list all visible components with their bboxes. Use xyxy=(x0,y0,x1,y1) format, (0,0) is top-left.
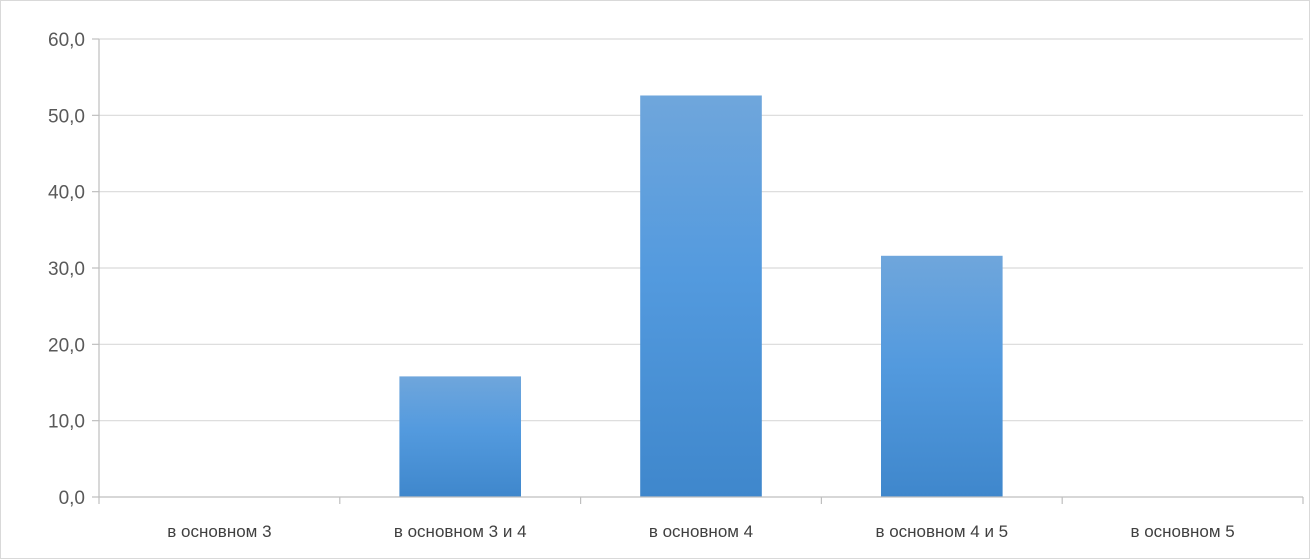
x-tick-labels: в основном 3 в основном 3 и 4 в основном 4… xyxy=(167,522,1234,541)
axes xyxy=(98,39,1304,504)
x-tick-label: в основном 3 и 4 xyxy=(394,522,527,541)
bar xyxy=(880,255,1003,497)
x-tick-label: в основном 5 xyxy=(1130,522,1234,541)
bar xyxy=(640,95,762,497)
y-tick-label: 10,0 xyxy=(48,412,85,433)
y-tick-label: 0,0 xyxy=(59,488,85,509)
y-tick-label: 30,0 xyxy=(48,259,85,280)
x-tick-label: в основном 4 xyxy=(649,522,753,541)
bars xyxy=(399,95,1003,497)
y-tick-label: 20,0 xyxy=(48,335,85,356)
y-tick-label: 40,0 xyxy=(48,183,85,204)
bar xyxy=(399,376,522,497)
y-tick-label: 50,0 xyxy=(48,106,85,127)
x-tick-label: в основном 4 и 5 xyxy=(875,522,1008,541)
x-tick-label: в основном 3 xyxy=(167,522,271,541)
y-tick-labels: 0,0 10,0 20,0 30,0 40,0 50,0 60,0 xyxy=(48,30,85,509)
y-tick-label: 60,0 xyxy=(48,30,85,51)
